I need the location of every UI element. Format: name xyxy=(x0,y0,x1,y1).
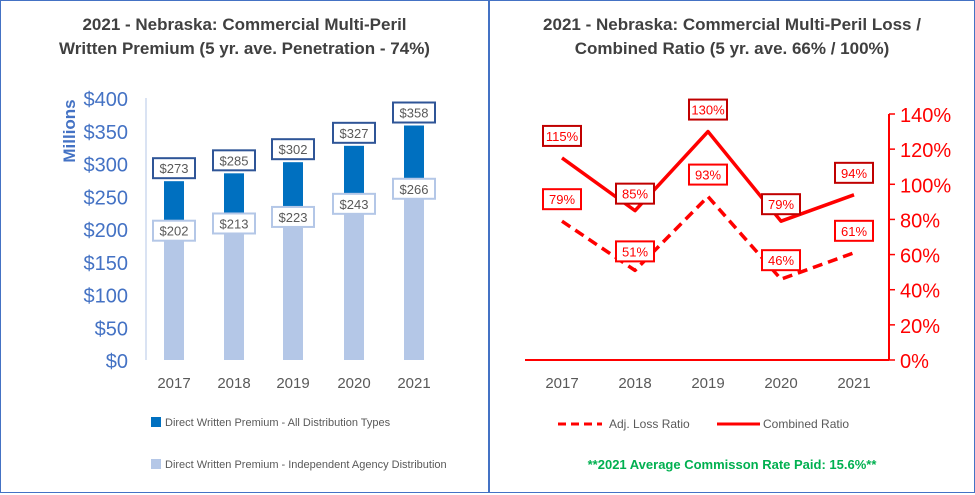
data-label-loss-box xyxy=(834,219,874,242)
premium-chart-panel: 2021 - Nebraska: Commercial Multi-Peril … xyxy=(0,0,489,493)
data-label-loss-box xyxy=(615,240,655,263)
data-label-combined: 130% xyxy=(691,103,725,118)
adj-loss-ratio-line xyxy=(561,194,855,281)
premium-chart-title: 2021 - Nebraska: Commercial Multi-Peril … xyxy=(59,15,430,58)
x-tick-label: 2018 xyxy=(618,375,651,392)
legend-label: Direct Written Premium - Independent Age… xyxy=(165,459,447,471)
data-label-loss: 46% xyxy=(768,253,794,268)
x-tick-label: 2019 xyxy=(691,375,724,392)
legend-swatch xyxy=(151,417,161,427)
data-label-all: $273 xyxy=(160,161,189,176)
data-label-independent: $213 xyxy=(220,216,249,231)
legend-label: Direct Written Premium - All Distributio… xyxy=(165,417,391,429)
data-label-loss: 61% xyxy=(841,224,867,239)
data-label-independent-box xyxy=(392,177,436,200)
y-tick-label: $250 xyxy=(84,187,129,209)
bar-independent-agency xyxy=(224,220,244,360)
y-tick-label: 0% xyxy=(900,351,929,373)
data-label-combined-box xyxy=(542,124,582,147)
data-label-independent-box xyxy=(152,219,196,242)
bar-independent-agency xyxy=(344,200,364,360)
data-label-all-box xyxy=(392,101,436,124)
data-label-loss-box xyxy=(542,188,582,211)
ratio-chart-panel: 2021 - Nebraska: Commercial Multi-Peril … xyxy=(489,0,975,493)
data-label-loss: 79% xyxy=(549,192,575,207)
x-tick-label: 2017 xyxy=(157,375,190,392)
y-tick-label: 140% xyxy=(900,105,951,127)
data-label-all: $302 xyxy=(279,142,308,157)
y-tick-label: $350 xyxy=(84,122,129,144)
data-label-independent: $266 xyxy=(400,182,429,197)
data-label-all-box xyxy=(212,149,256,172)
data-label-independent-box xyxy=(332,192,376,215)
bar-independent-agency xyxy=(404,185,424,360)
combined-ratio-line xyxy=(560,129,855,223)
y-tick-label: 60% xyxy=(900,246,940,268)
x-tick-label: 2020 xyxy=(337,375,370,392)
data-label-independent-box xyxy=(212,212,256,235)
data-label-independent: $202 xyxy=(160,224,189,239)
data-label-independent: $223 xyxy=(279,210,308,225)
x-tick-label: 2021 xyxy=(837,375,870,392)
data-label-all: $327 xyxy=(340,126,369,141)
data-label-loss: 51% xyxy=(622,244,648,259)
data-label-combined: 79% xyxy=(768,197,794,212)
legend-swatch xyxy=(151,459,161,469)
y-tick-label: $0 xyxy=(106,351,128,373)
data-label-combined: 94% xyxy=(841,166,867,181)
legend-label: Adj. Loss Ratio xyxy=(609,417,690,431)
ratio-chart-title: 2021 - Nebraska: Commercial Multi-Peril … xyxy=(543,15,921,58)
x-tick-label: 2019 xyxy=(276,375,309,392)
data-label-combined-box xyxy=(834,161,874,184)
data-label-loss-box xyxy=(761,249,801,272)
x-tick-label: 2020 xyxy=(764,375,797,392)
data-label-independent-box xyxy=(271,205,315,228)
y-tick-label: 120% xyxy=(900,140,951,162)
data-label-all: $358 xyxy=(400,106,429,121)
data-label-all-box xyxy=(332,121,376,144)
y-tick-label: 80% xyxy=(900,210,940,232)
data-label-all-box xyxy=(152,157,196,180)
data-label-loss-box xyxy=(688,163,728,186)
data-label-independent: $243 xyxy=(340,197,369,212)
y-axis-label: Millions xyxy=(60,99,79,162)
y-tick-label: 100% xyxy=(900,175,951,197)
legend-label: Combined Ratio xyxy=(763,417,849,431)
x-tick-label: 2021 xyxy=(397,375,430,392)
x-tick-label: 2018 xyxy=(217,375,250,392)
data-label-all: $285 xyxy=(220,153,249,168)
y-tick-label: $50 xyxy=(95,318,128,340)
data-label-combined: 115% xyxy=(546,129,579,144)
y-tick-label: $150 xyxy=(84,253,129,275)
y-tick-label: 20% xyxy=(900,316,940,338)
data-label-combined: 85% xyxy=(622,187,648,202)
premium-chart: $0 $50 $100 $150 $200 $250 $300 $350 $400 Million… xyxy=(60,89,447,471)
y-tick-label: $300 xyxy=(84,155,129,177)
ratio-chart: 0% 20% 40% 60% 80% 100% 120% 140% 79% 51% 93% 46% 61… xyxy=(525,98,951,431)
y-tick-label: $200 xyxy=(84,220,129,242)
data-label-combined-box xyxy=(688,98,728,121)
data-label-all-box xyxy=(271,138,315,161)
y-tick-label: 40% xyxy=(900,281,940,303)
bar-independent-agency xyxy=(283,213,303,360)
data-label-combined-box xyxy=(761,193,801,216)
y-tick-label: $100 xyxy=(84,286,129,308)
x-tick-label: 2017 xyxy=(545,375,578,392)
data-label-loss: 93% xyxy=(695,168,721,183)
bar-independent-agency xyxy=(164,227,184,360)
commission-footnote: **2021 Average Commisson Rate Paid: 15.6… xyxy=(587,457,877,472)
y-tick-label: $400 xyxy=(84,89,129,111)
data-label-combined-box xyxy=(615,182,655,205)
